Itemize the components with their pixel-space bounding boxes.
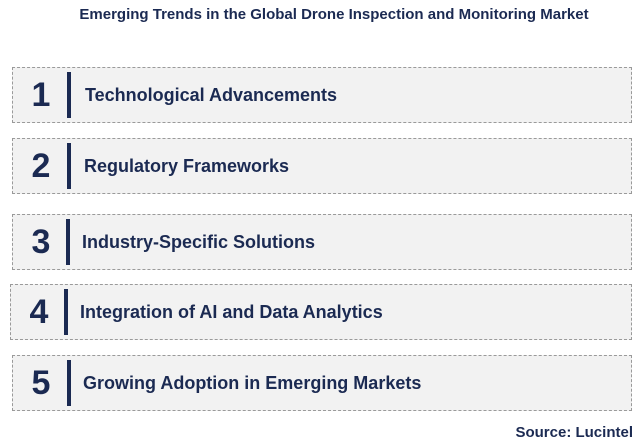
trend-divider	[64, 289, 68, 335]
diagram-title: Emerging Trends in the Global Drone Insp…	[79, 6, 589, 23]
trend-label: Technological Advancements	[85, 85, 338, 105]
trend-label: Growing Adoption in Emerging Markets	[83, 373, 422, 393]
trend-number: 1	[31, 76, 51, 114]
trend-divider	[67, 360, 71, 406]
trend-divider	[67, 72, 71, 118]
trend-label: Regulatory Frameworks	[84, 156, 290, 176]
trend-item-2: 2 Regulatory Frameworks	[12, 138, 632, 194]
trend-number: 4	[29, 293, 49, 331]
trend-item-4: 4 Integration of AI and Data Analytics	[10, 284, 632, 340]
trend-divider	[66, 219, 70, 265]
trend-number: 2	[31, 147, 51, 185]
trend-label: Industry-Specific Solutions	[82, 232, 316, 252]
trend-item-3: 3 Industry-Specific Solutions	[12, 214, 632, 270]
trend-divider	[67, 143, 71, 189]
trend-label: Integration of AI and Data Analytics	[80, 302, 383, 322]
trend-number: 3	[31, 223, 51, 261]
source-credit: Source: Lucintel	[515, 424, 633, 441]
trend-item-1: 1 Technological Advancements	[12, 67, 632, 123]
trend-item-5: 5 Growing Adoption in Emerging Markets	[12, 355, 632, 411]
trend-number: 5	[31, 364, 51, 402]
